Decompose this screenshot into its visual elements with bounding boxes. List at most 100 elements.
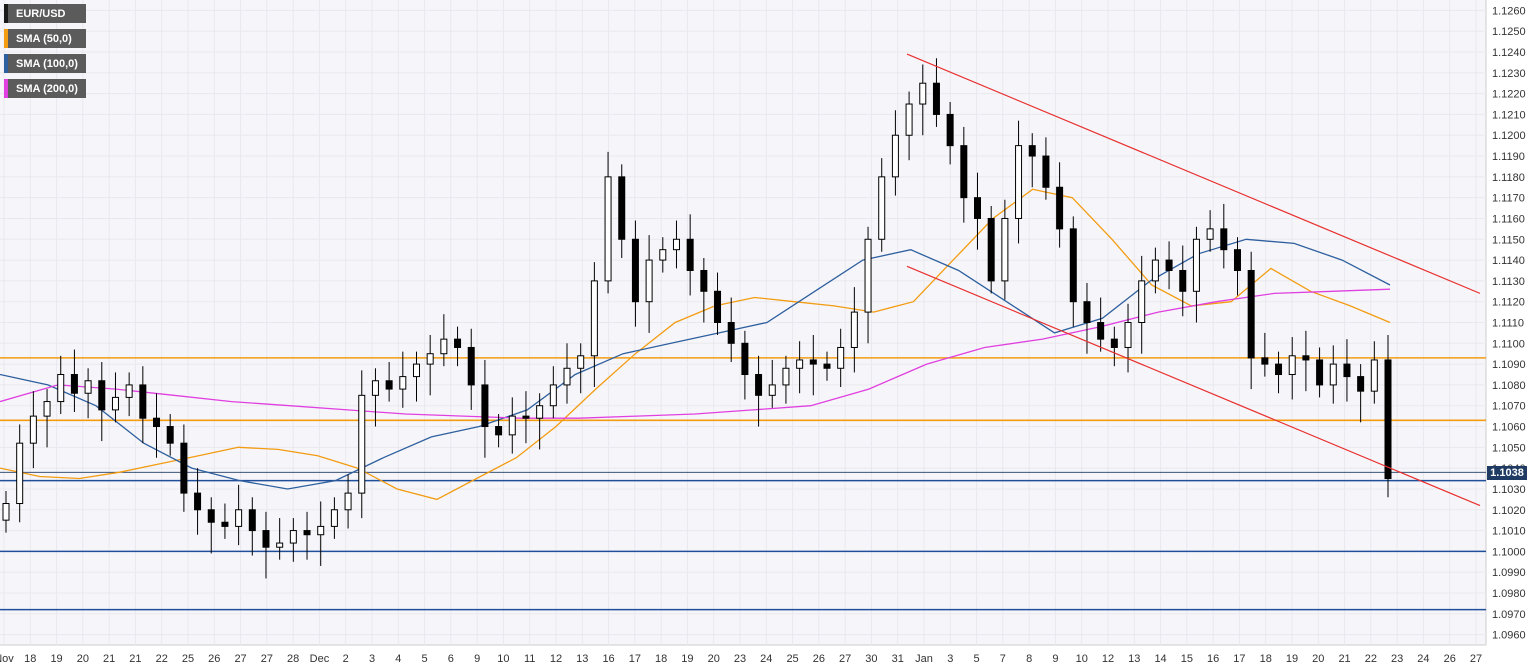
- y-tick-label: 1.1220: [1492, 89, 1526, 101]
- x-tick-label: 5: [422, 653, 428, 665]
- legend-item-sma50[interactable]: SMA (50,0): [4, 29, 86, 48]
- candle-body: [111, 396, 119, 411]
- candle-body: [864, 238, 872, 313]
- x-tick-label: 11: [524, 653, 535, 665]
- candle-body: [796, 359, 804, 369]
- y-tick-label: 1.1010: [1492, 526, 1526, 538]
- candle-body: [946, 113, 954, 147]
- legend-item-eurusd[interactable]: EUR/USD: [4, 4, 86, 23]
- candle-body: [522, 415, 530, 419]
- candle-body: [1015, 145, 1023, 219]
- candle-body: [303, 530, 311, 536]
- x-tick-label: 26: [208, 653, 220, 665]
- x-tick-label: 24: [760, 653, 772, 665]
- candle-body: [194, 492, 202, 511]
- candle-body: [1179, 269, 1187, 292]
- y-tick-label: 1.1250: [1492, 26, 1526, 38]
- legend-swatch: [4, 54, 8, 73]
- candle-body: [412, 363, 420, 378]
- y-tick-label: 1.1180: [1492, 172, 1525, 184]
- candle-body: [344, 492, 352, 511]
- x-tick-label: 20: [77, 653, 89, 665]
- x-tick-label: 18: [655, 653, 667, 665]
- y-tick-label: 1.1080: [1492, 380, 1526, 392]
- trendline-lower: [906, 265, 1481, 507]
- x-tick-label: 17: [1233, 653, 1245, 665]
- candle-body: [207, 509, 215, 523]
- legend-item-sma200[interactable]: SMA (200,0): [4, 79, 86, 98]
- candle-body: [659, 249, 667, 261]
- y-tick-label: 1.1050: [1492, 442, 1526, 454]
- x-tick-label: Jan: [915, 653, 933, 665]
- legend-swatch: [4, 29, 8, 48]
- candle-body: [727, 322, 735, 344]
- candle-body: [686, 238, 694, 271]
- candle-body: [399, 376, 407, 390]
- y-tick-label: 1.1090: [1492, 359, 1526, 371]
- candle-body: [878, 176, 886, 240]
- candle-body: [823, 363, 831, 369]
- candle-body: [932, 82, 940, 115]
- x-tick-label: 18: [24, 653, 36, 665]
- candle-body: [508, 415, 516, 436]
- x-tick-label: Dec: [310, 653, 330, 665]
- x-tick-label: 26: [1444, 653, 1456, 665]
- candle-body: [1110, 338, 1118, 348]
- candle-body: [741, 342, 749, 376]
- trendline-upper: [906, 53, 1481, 294]
- candle-body: [221, 521, 229, 527]
- x-tick-label: 7: [1000, 653, 1006, 665]
- candle-body: [153, 417, 161, 428]
- candle-body: [1343, 363, 1351, 378]
- candle-body: [1288, 355, 1296, 376]
- y-tick-label: 1.1190: [1492, 151, 1525, 163]
- candle-body: [289, 530, 297, 544]
- y-tick-label: 1.1240: [1492, 47, 1526, 59]
- candle-body: [426, 353, 434, 365]
- candle-body: [317, 525, 325, 536]
- y-tick-label: 1.1230: [1492, 68, 1526, 80]
- candle-body: [1056, 186, 1064, 230]
- x-tick-label: 18: [1260, 653, 1272, 665]
- candle-body: [481, 384, 489, 428]
- y-tick-label: 1.0980: [1492, 588, 1526, 600]
- candle-body: [1083, 301, 1091, 323]
- candle-body: [905, 103, 913, 136]
- x-tick-label: 19: [681, 653, 693, 665]
- x-tick-label: 6: [448, 653, 454, 665]
- y-tick-label: 1.1200: [1492, 130, 1526, 142]
- legend-item-sma100[interactable]: SMA (100,0): [4, 54, 86, 73]
- candle-body: [590, 280, 598, 357]
- sma200-line: [0, 288, 1391, 419]
- candle-body: [987, 217, 995, 282]
- candle-body: [84, 380, 92, 394]
- x-tick-label: 10: [497, 653, 509, 665]
- sma50-line: [0, 188, 1391, 501]
- candle-body: [1357, 376, 1365, 392]
- candle-body: [850, 311, 858, 348]
- legend-label: SMA (100,0): [16, 57, 78, 70]
- candle-body: [672, 238, 680, 251]
- candle-body: [2, 503, 10, 521]
- candle-body: [276, 542, 284, 548]
- candle-body: [440, 338, 448, 355]
- x-tick-label: 5: [974, 653, 980, 665]
- x-tick-label: 27: [261, 653, 273, 665]
- candle-body: [1247, 269, 1255, 359]
- x-tick-label: 9: [474, 653, 480, 665]
- x-tick-label: 21: [1338, 653, 1350, 665]
- candle-body: [1138, 280, 1146, 323]
- x-tick-label: 21: [129, 653, 141, 665]
- candle-body: [180, 442, 188, 494]
- x-tick-label: 22: [1365, 653, 1377, 665]
- candle-body: [809, 359, 817, 365]
- x-tick-label: 27: [839, 653, 851, 665]
- candle-body: [645, 259, 653, 303]
- candle-body: [330, 509, 338, 527]
- candle-body: [1028, 145, 1036, 157]
- x-tick-label: 3: [369, 653, 375, 665]
- candle-body: [43, 401, 51, 417]
- y-tick-label: 1.1130: [1492, 276, 1525, 288]
